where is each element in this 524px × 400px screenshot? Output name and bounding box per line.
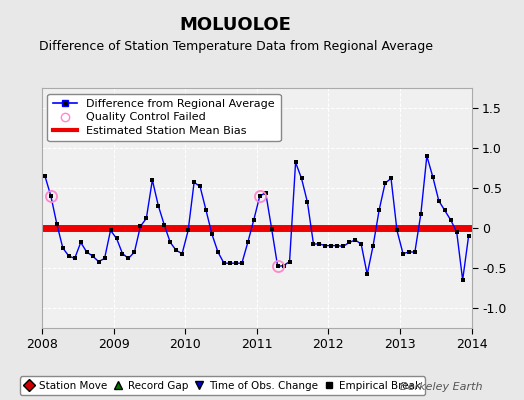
Text: Berkeley Earth: Berkeley Earth bbox=[400, 382, 482, 392]
Text: MOLUOLOE: MOLUOLOE bbox=[180, 16, 292, 34]
Text: Difference of Station Temperature Data from Regional Average: Difference of Station Temperature Data f… bbox=[39, 40, 433, 53]
Legend: Station Move, Record Gap, Time of Obs. Change, Empirical Break: Station Move, Record Gap, Time of Obs. C… bbox=[20, 376, 425, 395]
